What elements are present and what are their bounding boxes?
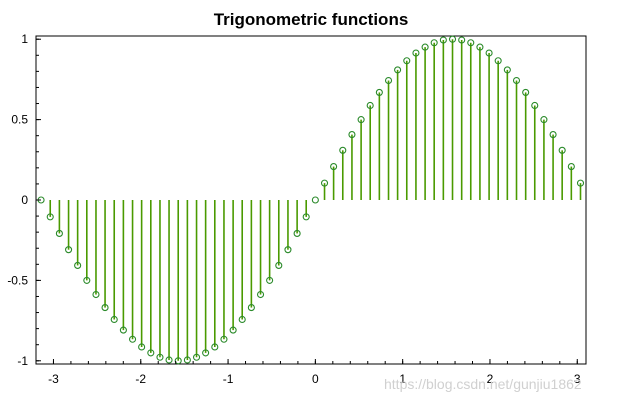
stem-marker	[439, 36, 447, 44]
x-tick-label: 1	[399, 372, 406, 386]
stem-marker	[129, 335, 137, 343]
y-axis: -1 -0.5 0 0.5 1	[7, 32, 41, 368]
stem-marker	[549, 131, 557, 139]
stem-marker	[403, 57, 411, 65]
x-tick-label: 2	[487, 372, 494, 386]
stem-marker	[522, 88, 530, 96]
stem-marker	[576, 179, 585, 187]
stem-marker	[229, 326, 237, 334]
x-tick-label: 3	[574, 372, 581, 386]
stem-marker	[394, 66, 402, 74]
stem-marker	[494, 57, 502, 65]
stem-marker	[211, 343, 219, 351]
stem-marker	[74, 261, 82, 269]
stem-marker	[174, 357, 182, 365]
stem-marker	[183, 356, 191, 364]
y-tick-label: 0.5	[11, 113, 28, 127]
stem-marker	[311, 196, 319, 204]
stem-marker	[540, 116, 548, 124]
stem-marker	[119, 326, 127, 334]
stem-marker	[55, 229, 63, 237]
stem-marker	[92, 290, 100, 299]
stem-marker	[458, 36, 466, 44]
stem-marker	[284, 246, 292, 254]
stem-marker	[220, 335, 228, 343]
chart-title: Trigonometric functions	[214, 10, 409, 29]
y-tick-label: 0	[21, 193, 28, 207]
x-tick-label: -1	[223, 372, 234, 386]
x-tick-label: -2	[135, 372, 146, 386]
stem-marker	[476, 43, 484, 51]
stem-marker	[348, 131, 356, 139]
stem-marker	[448, 35, 457, 43]
x-axis: -3 -2 -1 0 1 2 3	[48, 359, 581, 386]
stem-marker	[156, 353, 164, 361]
stem-marker	[375, 88, 383, 96]
stem-marker	[293, 229, 301, 237]
plot-frame	[35, 35, 587, 365]
stem-marker	[46, 213, 54, 221]
stem-marker	[467, 39, 475, 47]
stem-marker	[485, 49, 493, 57]
stem-marker	[110, 315, 118, 324]
stem-marker	[320, 179, 329, 187]
stem-marker	[256, 290, 265, 299]
watermark: https://blog.csdn.net/gunjiu1862	[384, 376, 582, 392]
stem-marker	[567, 163, 575, 171]
stem-marker	[366, 101, 374, 110]
stem-marker	[503, 66, 511, 74]
stem-marker	[247, 304, 255, 312]
y-tick-label: 1	[21, 32, 28, 46]
stem-marker	[147, 349, 155, 357]
stem-marker	[558, 146, 566, 154]
stem-marker	[192, 353, 201, 361]
stem-marker	[421, 43, 429, 51]
stem-marker	[83, 276, 91, 284]
x-tick-label: -3	[48, 372, 59, 386]
stem-marker	[138, 343, 146, 351]
stem-marker	[165, 356, 173, 364]
stem-marker	[238, 315, 246, 324]
stem-marker	[65, 246, 73, 254]
y-tick-label: -0.5	[7, 273, 28, 287]
stem-marker	[202, 349, 210, 357]
y-tick-label: -1	[17, 354, 28, 368]
stem-marker	[357, 116, 365, 124]
stem-marker	[330, 163, 338, 171]
stem-marker	[531, 101, 539, 110]
stem-marker	[430, 39, 438, 47]
x-tick-label: 0	[312, 372, 319, 386]
stem-marker	[275, 261, 283, 269]
stem-series	[37, 35, 585, 365]
stem-marker	[266, 276, 274, 284]
stem-marker	[512, 76, 521, 85]
stem-marker	[384, 76, 393, 85]
stem-marker	[339, 146, 347, 154]
stem-marker	[302, 213, 310, 221]
stem-marker	[101, 304, 109, 312]
stem-marker	[412, 49, 420, 57]
